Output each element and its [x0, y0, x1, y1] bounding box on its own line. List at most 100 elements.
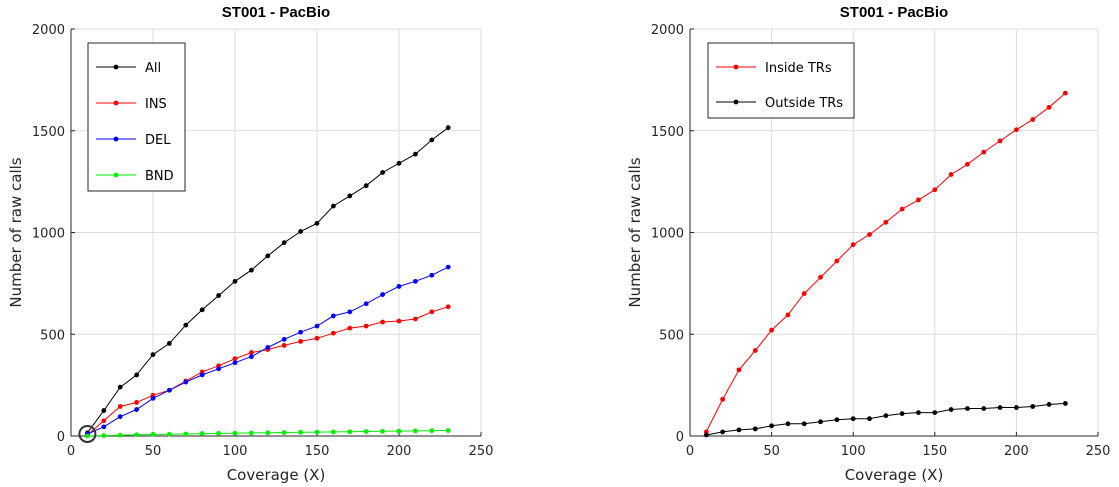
data-point: [883, 219, 889, 225]
data-point: [1030, 404, 1036, 409]
data-point: [380, 170, 385, 175]
data-point: [183, 431, 189, 437]
data-point: [199, 372, 205, 378]
data-point: [1030, 117, 1036, 122]
data-point: [199, 307, 205, 313]
data-point: [117, 384, 123, 390]
data-point: [150, 395, 156, 401]
data-point: [413, 151, 418, 157]
x-tick-label: 200: [387, 444, 412, 459]
data-point: [997, 138, 1003, 144]
data-point: [413, 316, 418, 322]
series-inside-trs: [703, 90, 1068, 435]
data-point: [769, 423, 774, 429]
data-point: [899, 411, 905, 417]
data-point: [150, 352, 156, 357]
x-tick-label: 0: [686, 444, 694, 459]
y-tick-label: 0: [676, 430, 684, 445]
x-tick-label: 0: [67, 444, 75, 459]
data-point: [703, 432, 709, 438]
data-point: [347, 325, 353, 331]
data-point: [834, 417, 840, 423]
y-axis-label: Number of raw calls: [7, 157, 25, 307]
x-axis-label: Coverage (X): [227, 466, 326, 484]
data-point: [736, 367, 742, 373]
data-point: [850, 242, 856, 248]
legend-marker: [733, 64, 739, 70]
chart-1: 0 50 100 150 200 250 0 500 1000 1500 2000 ST001 - P…: [7, 4, 493, 484]
x-tick-label: 50: [145, 444, 162, 459]
data-point: [380, 319, 385, 325]
data-point: [265, 345, 271, 350]
data-point: [1014, 127, 1019, 133]
data-point: [883, 413, 889, 419]
data-point: [167, 431, 172, 437]
x-tick-label: 150: [305, 444, 330, 459]
data-point: [265, 253, 271, 259]
legend: Inside TRs Outside TRs: [707, 42, 855, 119]
data-point: [445, 428, 451, 433]
data-point: [249, 354, 254, 360]
x-tick-label: 250: [469, 444, 494, 459]
data-point: [801, 421, 807, 427]
data-point: [298, 338, 303, 344]
data-point: [363, 183, 369, 189]
data-point: [134, 432, 140, 438]
data-point: [216, 366, 222, 372]
legend-box: [707, 42, 855, 119]
series-outside-trs: [703, 401, 1068, 438]
data-point: [232, 430, 238, 436]
data-point: [232, 278, 238, 284]
chart-2: 0 50 100 150 200 250 0 500 1000 1500 2000 ST001 - P…: [626, 4, 1110, 484]
legend-marker: [733, 99, 739, 105]
y-tick-label: 0: [57, 430, 65, 445]
data-point: [101, 433, 107, 438]
legend-box: [87, 42, 186, 192]
legend-label: INS: [145, 97, 167, 112]
y-axis-label: Number of raw calls: [626, 157, 644, 307]
series-all: [85, 125, 451, 436]
data-point: [1014, 405, 1019, 410]
data-point: [363, 429, 369, 434]
data-point: [380, 428, 385, 434]
x-tick-label: 50: [763, 444, 780, 459]
data-point: [331, 313, 336, 319]
data-point: [298, 329, 303, 335]
data-point: [347, 429, 353, 435]
data-point: [899, 206, 905, 212]
x-tick-label: 200: [1004, 444, 1029, 459]
data-point: [117, 432, 123, 438]
highlight-circle: [78, 424, 97, 443]
data-point: [396, 428, 402, 434]
data-point: [167, 341, 172, 346]
data-point: [101, 408, 107, 413]
data-point: [785, 421, 791, 427]
data-point: [249, 267, 254, 273]
data-point: [281, 240, 287, 246]
data-point: [281, 336, 287, 342]
y-tick-label: 1000: [32, 227, 65, 242]
data-point: [948, 172, 954, 177]
legend-label: Inside TRs: [765, 61, 832, 76]
data-point: [867, 232, 872, 237]
data-point: [981, 149, 987, 155]
y-tick-label: 2000: [651, 23, 684, 38]
data-point: [834, 258, 840, 264]
x-tick-label: 250: [1086, 444, 1111, 459]
data-point: [331, 203, 336, 209]
data-point: [981, 406, 987, 411]
data-point: [232, 360, 238, 366]
data-point: [752, 426, 758, 432]
data-point: [363, 323, 369, 329]
y-tick-label: 2000: [32, 23, 65, 38]
data-point: [752, 348, 758, 353]
data-point: [932, 410, 938, 415]
data-point: [101, 424, 107, 430]
data-point: [199, 431, 205, 436]
y-tick-label: 500: [40, 328, 65, 343]
data-point: [167, 387, 172, 393]
data-point: [265, 430, 271, 436]
data-point: [380, 292, 385, 297]
data-point: [445, 125, 451, 131]
